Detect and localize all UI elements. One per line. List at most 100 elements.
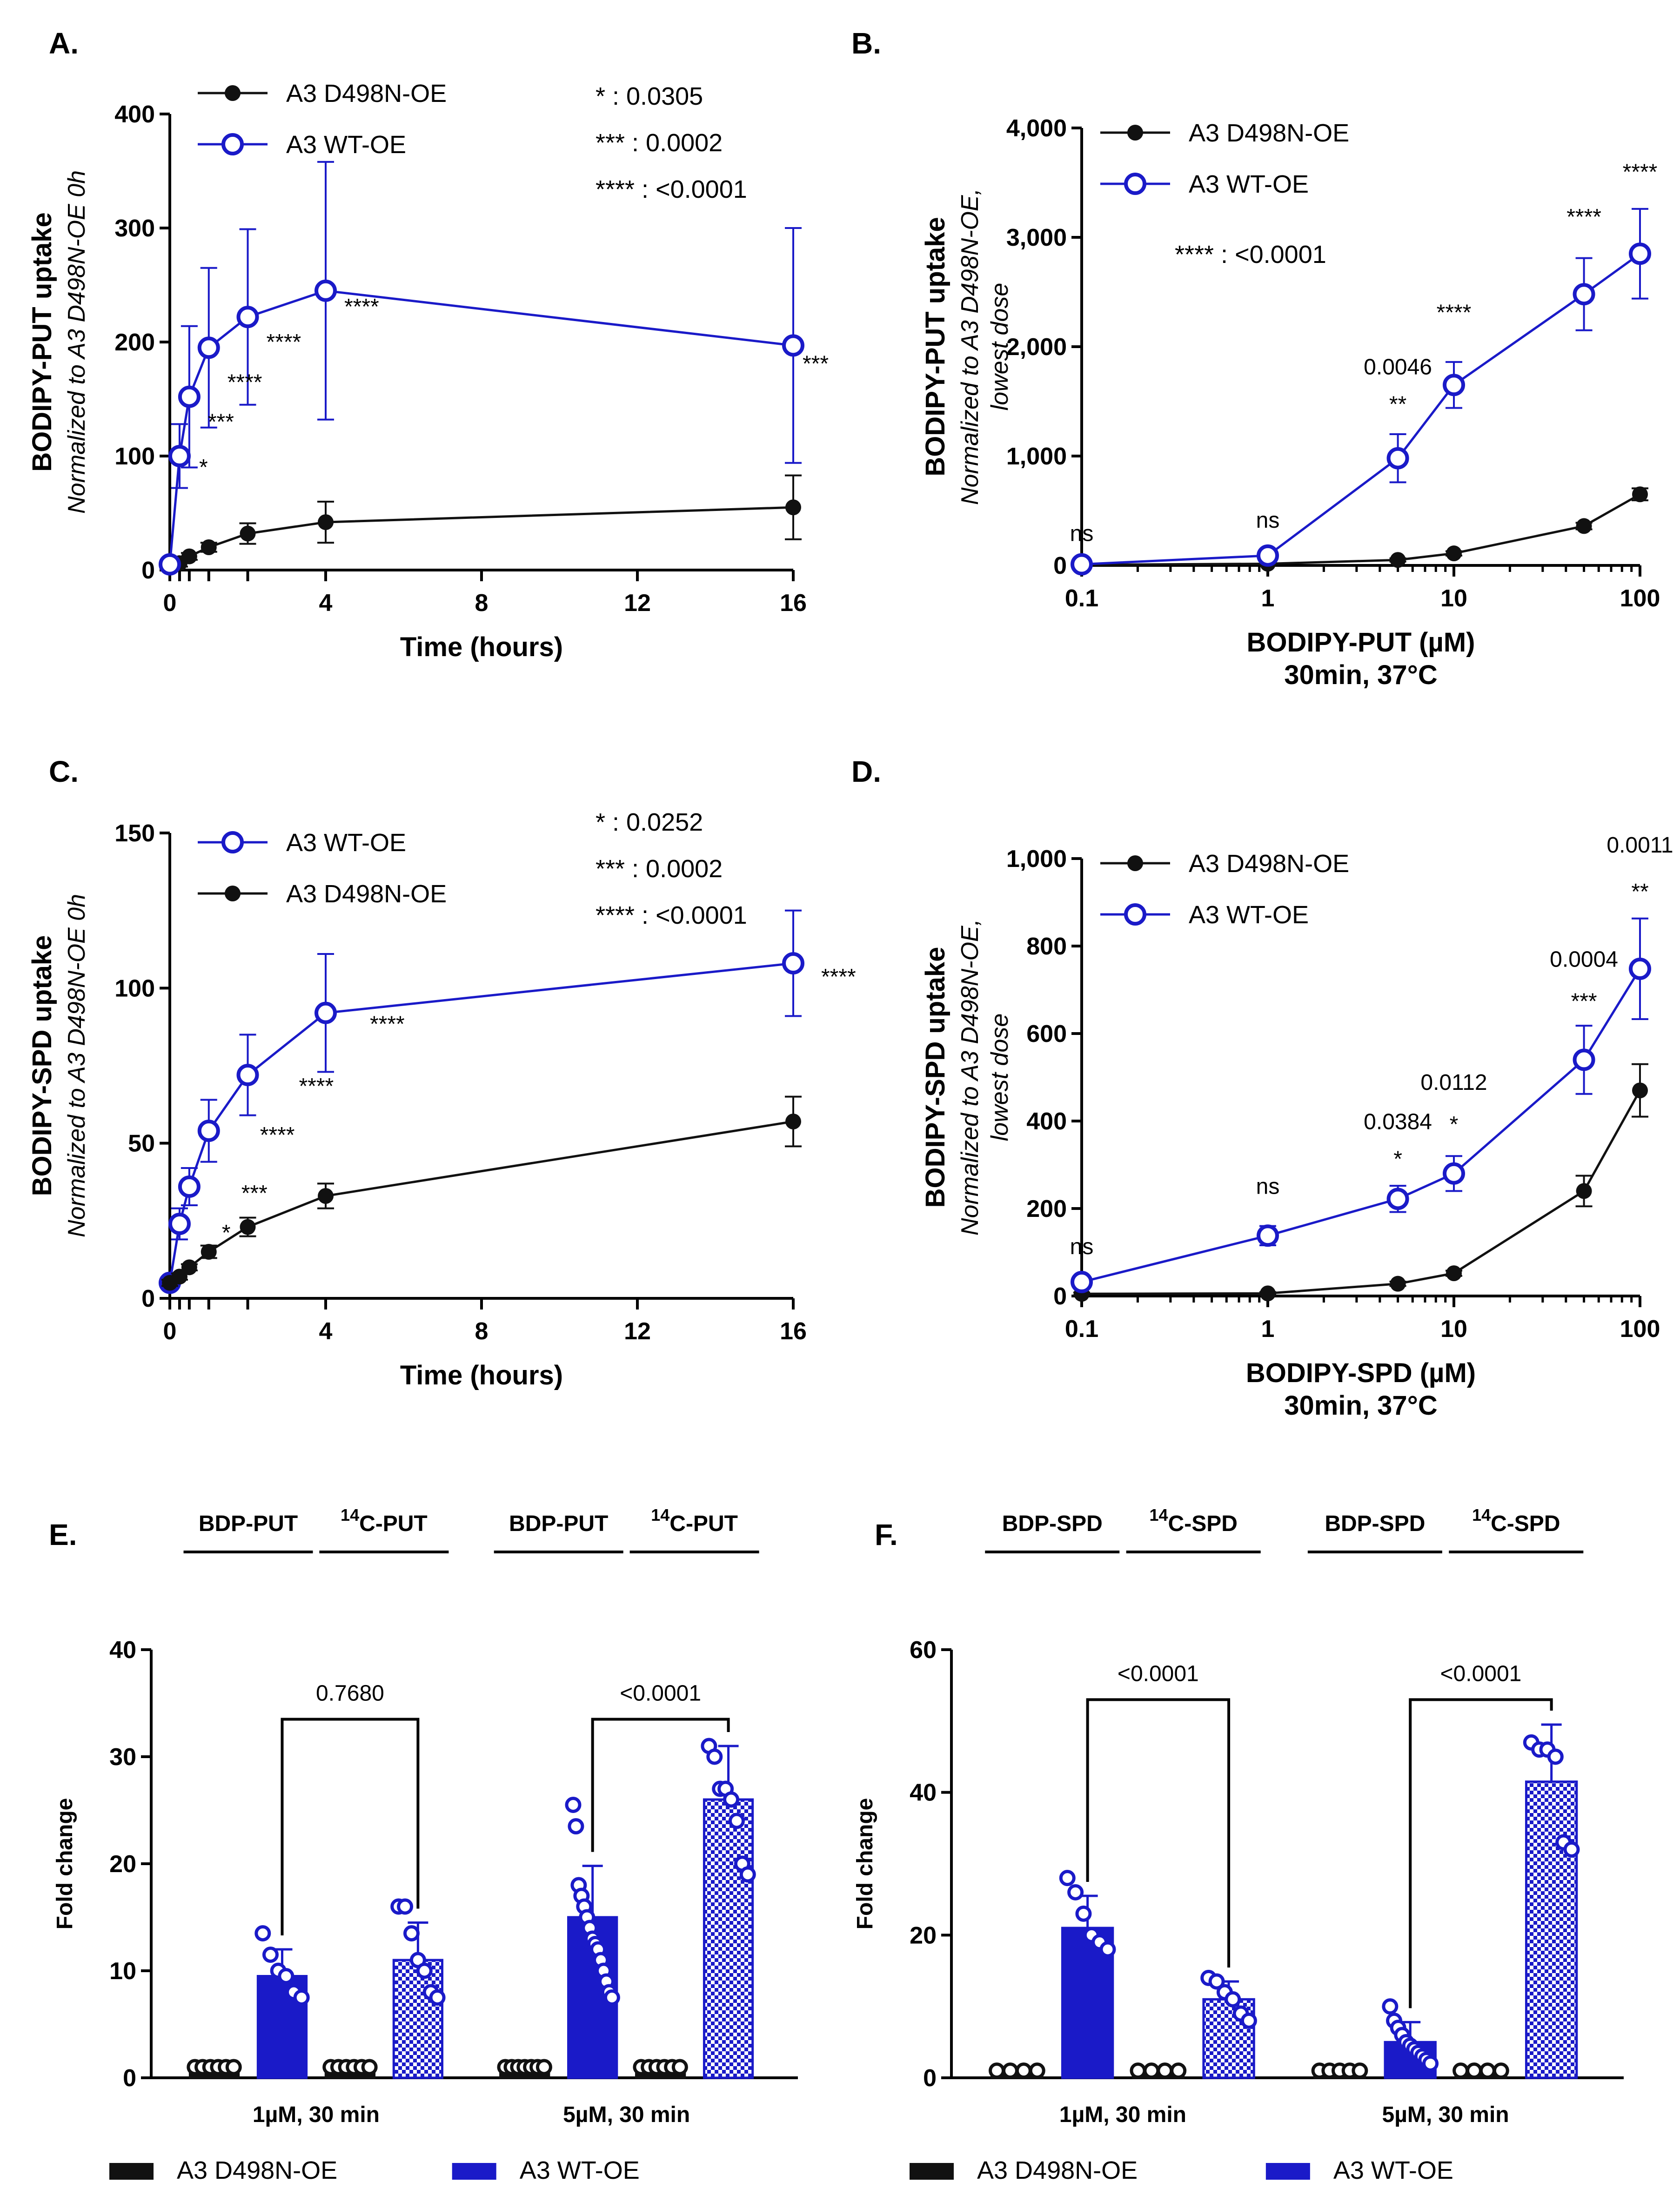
significance-label: 0.0011 [1606, 833, 1673, 858]
data-point [1576, 1183, 1592, 1199]
data-point [782, 952, 804, 974]
y-tick-label: 30 [109, 1744, 136, 1771]
y-axis-subtitle: Normalized to A3 D498N-OE, [957, 919, 984, 1236]
y-tick-label: 1,000 [1006, 846, 1067, 873]
y-tick-label: 100 [114, 443, 155, 470]
replicate-point [1225, 1991, 1241, 2008]
series-line-0 [169, 506, 794, 568]
cluster-label: 1µM, 30 min [1059, 2102, 1186, 2127]
significance-label: **** [228, 370, 262, 395]
y-tick-label: 20 [910, 1922, 937, 1949]
replicate-point [262, 1947, 279, 1963]
legend-marker [225, 886, 241, 901]
y-axis-title: Fold change [53, 1798, 77, 1930]
significance-label: * [1393, 1147, 1402, 1171]
x-axis-title: BODIPY-SPD (µM) [1246, 1358, 1476, 1388]
group-header-label: BDP-SPD [1325, 1511, 1425, 1536]
y-tick-label: 40 [109, 1637, 136, 1664]
data-point [1573, 1048, 1595, 1071]
data-point [240, 525, 256, 542]
x-tick-label: 0 [163, 590, 177, 617]
data-point [315, 1001, 337, 1024]
replicate-point [1130, 2062, 1146, 2079]
significance-label: * [222, 1221, 231, 1245]
legend-label: A3 WT-OE [1189, 901, 1309, 929]
significance-label: ns [1256, 1174, 1280, 1199]
replicate-point [535, 2059, 552, 2075]
x-axis-subtitle: 30min, 37°C [1284, 1390, 1437, 1421]
panel-a: A. 0 100 200 300 400 0 4 8 12 16 Time (hours) BODIPY… [27, 27, 829, 662]
replicate-point [225, 2059, 242, 2075]
replicate-point [361, 2059, 378, 2075]
data-point [315, 279, 337, 302]
legend-label: A3 D498N-OE [1189, 119, 1349, 147]
x-tick-label: 1 [1261, 585, 1275, 612]
y-axis-subtitle-2: lowest dose [986, 1014, 1013, 1142]
series-line-0 [1081, 493, 1641, 566]
replicate-point [706, 1748, 723, 1765]
replicate-point [1029, 2062, 1045, 2079]
data-point [181, 548, 197, 564]
significance-label: **** [344, 295, 379, 319]
y-tick-label: 2,000 [1006, 334, 1067, 361]
y-tick-label: 0 [141, 1285, 155, 1312]
data-point [1071, 1270, 1093, 1293]
group-header-text: C-PUT [359, 1511, 428, 1536]
data-point [1071, 553, 1093, 576]
y-axis-title: BODIPY-SPD uptake [27, 935, 57, 1196]
stats-legend: *** : 0.0002 [596, 129, 723, 157]
significance-label: **** [821, 965, 856, 989]
replicate-point [1422, 2055, 1439, 2072]
legend-label: A3 WT-OE [286, 131, 406, 159]
legend-marker [1127, 125, 1143, 141]
y-tick-label: 3,000 [1006, 224, 1067, 251]
replicate-point [1240, 2012, 1257, 2029]
x-tick-label: 12 [624, 590, 651, 617]
replicate-point [429, 1989, 446, 2006]
significance-label: **** [1437, 300, 1472, 325]
replicate-point [728, 1813, 745, 1829]
stats-legend: **** : <0.0001 [596, 901, 747, 929]
replicate-point [1382, 1998, 1399, 2015]
bar [256, 1975, 308, 2079]
data-point [236, 1064, 259, 1086]
replicate-point [1208, 1973, 1225, 1990]
x-axis-title: BODIPY-PUT (µM) [1247, 627, 1475, 658]
data-point [178, 385, 201, 408]
significance-label: 0.0112 [1420, 1070, 1487, 1095]
y-tick-label: 40 [910, 1780, 937, 1806]
x-axis-title: Time (hours) [400, 1360, 563, 1390]
x-tick-label: 1 [1261, 1316, 1275, 1343]
group-header-label: 14C-SPD [1150, 1505, 1238, 1536]
y-tick-label: 200 [114, 329, 155, 356]
data-point [1257, 1224, 1279, 1247]
y-tick-label: 0 [123, 2065, 136, 2092]
group-header-label: BDP-PUT [199, 1511, 298, 1536]
replicate-point [565, 1797, 582, 1813]
data-point [1446, 545, 1462, 562]
replicate-point [568, 1818, 584, 1834]
data-point [318, 514, 334, 531]
y-tick-label: 800 [1026, 933, 1067, 960]
significance-label: *** [241, 1181, 268, 1206]
legend-marker [225, 85, 241, 101]
y-axis-subtitle: Normalized to A3 D498N-OE, [957, 188, 984, 505]
data-point [1386, 447, 1409, 470]
replicate-point [1157, 2062, 1173, 2079]
replicate-point [1352, 2062, 1368, 2079]
legend-swatch [109, 2163, 154, 2180]
significance-label: * [199, 455, 208, 480]
data-point [1446, 1265, 1462, 1282]
replicate-point [1170, 2062, 1187, 2079]
significance-label: ** [1631, 880, 1648, 904]
panel-label: F. [875, 1518, 898, 1551]
panel-c: C. 0 50 100 150 0 4 8 12 16 Time (hours) BODIPY-SPD… [27, 755, 856, 1390]
replicate-point [989, 2062, 1005, 2079]
replicate-point [1452, 2062, 1469, 2079]
significance-label: ns [1070, 522, 1094, 546]
panel-d: D. 0 200 400 600 800 1,000 0.1 1 10 100 BODIPY-SPD … [851, 755, 1673, 1421]
data-point [1390, 552, 1406, 568]
panel-label: A. [49, 27, 79, 60]
group-header-text: C-PUT [669, 1511, 738, 1536]
